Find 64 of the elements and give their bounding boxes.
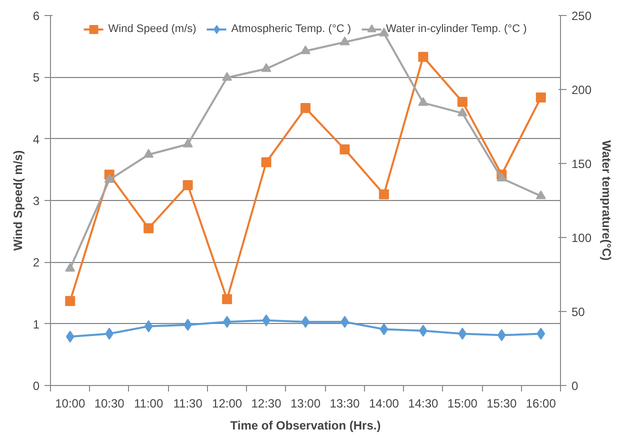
x-tick-label: 11:00 — [134, 396, 164, 410]
point — [65, 262, 76, 272]
point — [340, 36, 350, 46]
legend-label: Water in-cylinder Temp. (°C ) — [386, 23, 527, 35]
point — [497, 329, 506, 342]
point — [144, 223, 154, 234]
point — [418, 97, 428, 106]
y-axis-title: Wind Speed( m/s) — [10, 150, 25, 251]
x-tick-label: 16:00 — [526, 396, 556, 410]
point — [457, 107, 468, 116]
point — [104, 174, 114, 183]
point — [536, 328, 546, 340]
point — [182, 138, 193, 148]
point — [261, 63, 272, 72]
point — [458, 328, 467, 340]
y-tick-label: 0 — [32, 379, 40, 393]
point — [300, 45, 310, 54]
point — [457, 96, 468, 107]
point — [261, 157, 272, 168]
y-tick-label: 6 — [32, 9, 40, 23]
x-tick-label: 10:00 — [55, 396, 86, 410]
point — [144, 148, 154, 158]
point — [222, 294, 232, 304]
point — [536, 92, 546, 103]
point — [380, 323, 388, 336]
legend-label: Wind Speed (m/s) — [108, 23, 196, 35]
y2-tick-label: 50 — [572, 305, 586, 319]
y2-tick-label: 250 — [572, 9, 592, 23]
x-tick-label: 10:30 — [94, 396, 125, 410]
y-tick-label: 1 — [32, 317, 40, 332]
point — [301, 316, 310, 328]
point — [300, 103, 310, 113]
legend-label: Atmospheric Temp. (°C ) — [231, 23, 352, 35]
point — [222, 316, 232, 328]
x-tick-label: 14:30 — [408, 396, 439, 410]
point — [418, 52, 428, 62]
y-tick-label: 4 — [32, 132, 40, 146]
point — [496, 172, 507, 182]
point — [66, 330, 74, 343]
y2-tick-label: 200 — [572, 83, 592, 97]
y2-tick-label: 150 — [572, 157, 592, 171]
y-tick-label: 5 — [32, 70, 40, 85]
x-tick-label: 11:30 — [173, 396, 203, 410]
x-axis-title: Time of Observation (Hrs.) — [230, 418, 381, 432]
x-tick-label: 12:00 — [212, 396, 242, 410]
y2-tick-label: 0 — [572, 379, 578, 393]
point — [182, 180, 193, 190]
point — [144, 320, 153, 332]
y2-axis-title: Water temprature(°C) — [600, 140, 614, 261]
point — [378, 189, 389, 200]
x-tick-label: 12:30 — [251, 396, 282, 410]
point — [536, 190, 546, 200]
x-tick-label: 13:30 — [330, 396, 360, 410]
point — [65, 296, 76, 306]
y-tick-label: 3 — [32, 194, 40, 208]
point — [105, 328, 114, 340]
y-tick-label: 2 — [32, 256, 40, 270]
y2-tick-label: 100 — [572, 231, 592, 245]
x-tick-label: 15:00 — [447, 396, 478, 410]
x-tick-label: 15:30 — [486, 396, 517, 410]
point — [222, 72, 232, 81]
x-tick-label: 14:00 — [368, 396, 400, 410]
point — [340, 144, 350, 154]
x-tick-label: 13:00 — [290, 396, 321, 410]
